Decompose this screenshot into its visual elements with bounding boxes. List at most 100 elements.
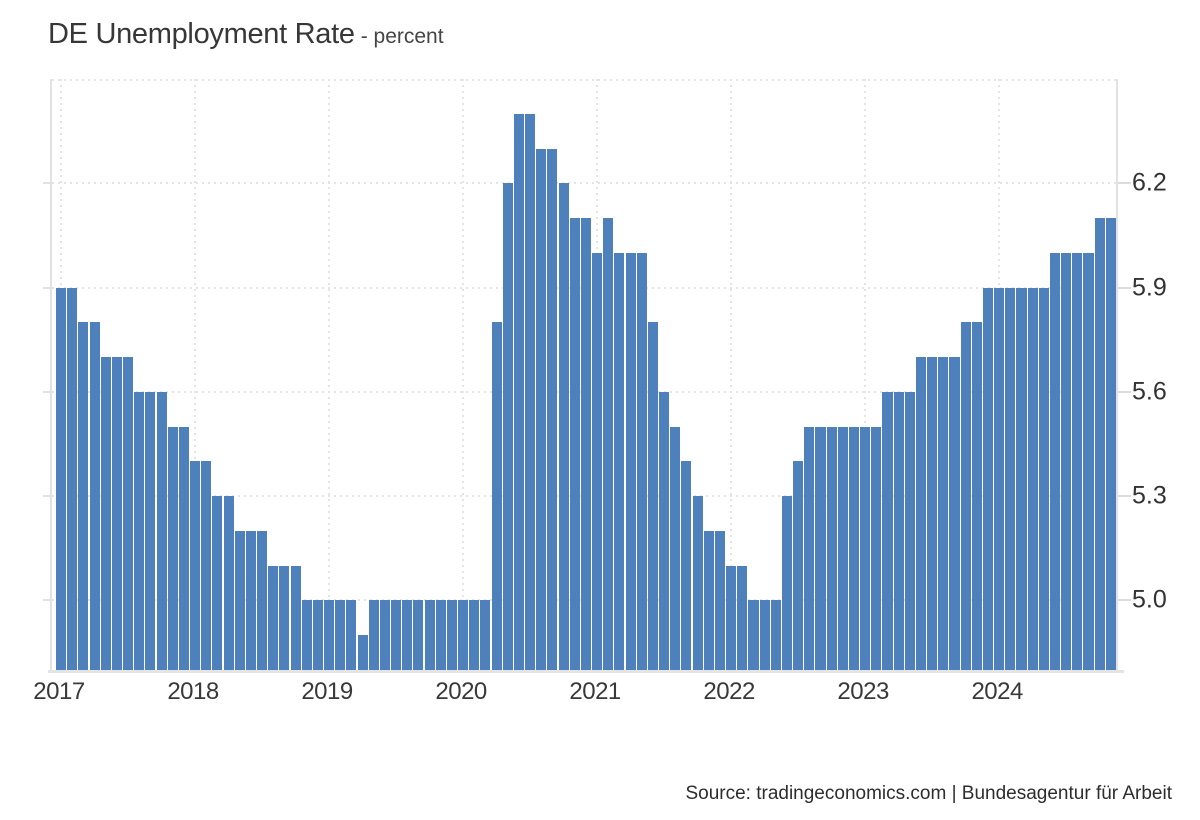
bar[interactable] — [848, 426, 860, 670]
bar[interactable] — [726, 565, 737, 670]
bar[interactable] — [837, 426, 848, 670]
bar[interactable] — [871, 426, 882, 670]
bar[interactable] — [759, 600, 770, 670]
bar[interactable] — [714, 530, 725, 670]
bar[interactable] — [882, 391, 893, 670]
bar[interactable] — [525, 113, 536, 670]
bar[interactable] — [413, 600, 424, 670]
bar[interactable] — [1038, 287, 1049, 670]
bar[interactable] — [480, 600, 491, 670]
bar[interactable] — [692, 496, 703, 670]
bar[interactable] — [391, 600, 402, 670]
bar[interactable] — [190, 461, 201, 670]
bar[interactable] — [324, 600, 335, 670]
bar[interactable] — [301, 600, 312, 670]
y-tick-label: 5.3 — [1132, 481, 1167, 510]
bar[interactable] — [971, 322, 982, 670]
bar[interactable] — [446, 600, 457, 670]
bar[interactable] — [904, 391, 915, 670]
bar[interactable] — [245, 530, 256, 670]
bar[interactable] — [458, 600, 469, 670]
bar[interactable] — [994, 287, 1005, 670]
bar[interactable] — [647, 322, 658, 670]
bar[interactable] — [703, 530, 714, 670]
bar[interactable] — [67, 287, 78, 670]
bar[interactable] — [592, 252, 603, 670]
bar[interactable] — [357, 635, 368, 670]
x-tick-label: 2019 — [301, 678, 353, 705]
bar[interactable] — [368, 600, 379, 670]
bar[interactable] — [234, 530, 245, 670]
bar[interactable] — [435, 600, 446, 670]
bar[interactable] — [770, 600, 781, 670]
bar[interactable] — [625, 252, 636, 670]
bar[interactable] — [793, 461, 804, 670]
bar[interactable] — [279, 565, 290, 670]
bar[interactable] — [893, 391, 904, 670]
bar[interactable] — [89, 322, 100, 670]
bar[interactable] — [1072, 252, 1083, 670]
bar[interactable] — [223, 496, 234, 670]
bar[interactable] — [860, 426, 871, 670]
bar[interactable] — [670, 426, 681, 670]
bar[interactable] — [335, 600, 346, 670]
bar[interactable] — [346, 600, 357, 670]
bar[interactable] — [402, 600, 413, 670]
bar[interactable] — [257, 530, 268, 670]
bar[interactable] — [134, 391, 145, 670]
bar[interactable] — [681, 461, 692, 670]
bar[interactable] — [1105, 218, 1116, 670]
bar[interactable] — [547, 148, 558, 670]
bar[interactable] — [781, 496, 792, 670]
bar[interactable] — [123, 357, 134, 670]
bar[interactable] — [56, 287, 67, 670]
bar[interactable] — [1005, 287, 1016, 670]
bar[interactable] — [982, 287, 994, 670]
bar[interactable] — [268, 565, 279, 670]
bar[interactable] — [491, 322, 502, 670]
bar[interactable] — [569, 218, 580, 670]
plot-area — [50, 79, 1118, 670]
bar[interactable] — [826, 426, 837, 670]
bar[interactable] — [1094, 218, 1105, 670]
bar[interactable] — [212, 496, 223, 670]
bar[interactable] — [1016, 287, 1027, 670]
bar[interactable] — [949, 357, 960, 670]
bar[interactable] — [960, 322, 971, 670]
bar[interactable] — [424, 600, 435, 670]
bar[interactable] — [938, 357, 949, 670]
bar[interactable] — [1049, 252, 1061, 670]
bar[interactable] — [178, 426, 189, 670]
bar[interactable] — [915, 357, 927, 670]
y-axis-tick — [1118, 182, 1131, 185]
x-tick-label: 2020 — [435, 678, 487, 705]
bar[interactable] — [201, 461, 212, 670]
bar[interactable] — [145, 391, 156, 670]
bar[interactable] — [111, 357, 122, 670]
bar[interactable] — [1027, 287, 1038, 670]
bar[interactable] — [558, 183, 569, 670]
bar[interactable] — [603, 218, 614, 670]
bar[interactable] — [78, 322, 89, 670]
bar[interactable] — [748, 600, 759, 670]
bar[interactable] — [312, 600, 323, 670]
bar[interactable] — [469, 600, 480, 670]
bar[interactable] — [659, 391, 670, 670]
bar[interactable] — [156, 391, 167, 670]
bar[interactable] — [100, 357, 111, 670]
bar[interactable] — [815, 426, 826, 670]
bar[interactable] — [1083, 252, 1094, 670]
bar[interactable] — [580, 218, 591, 670]
bar[interactable] — [804, 426, 815, 670]
bar[interactable] — [737, 565, 748, 670]
bar[interactable] — [513, 113, 524, 670]
bar[interactable] — [636, 252, 647, 670]
bar[interactable] — [1061, 252, 1072, 670]
bar[interactable] — [536, 148, 547, 670]
bar[interactable] — [614, 252, 625, 670]
bar[interactable] — [290, 565, 301, 670]
bar[interactable] — [379, 600, 390, 670]
bar[interactable] — [502, 183, 513, 670]
bar[interactable] — [927, 357, 938, 670]
bar[interactable] — [167, 426, 178, 670]
